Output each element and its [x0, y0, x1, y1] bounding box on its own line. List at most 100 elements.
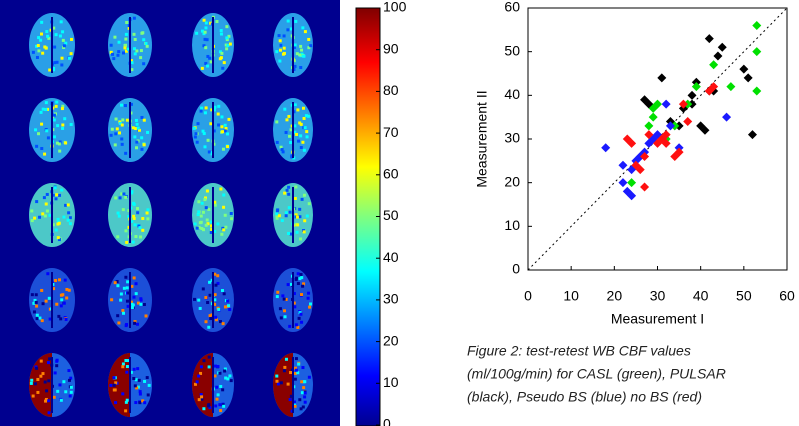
- brain-speckle: [297, 362, 301, 366]
- brain-speckle: [225, 36, 229, 40]
- brain-speckle: [58, 193, 62, 197]
- brain-speckle: [52, 395, 56, 399]
- brain-speckle: [56, 222, 60, 226]
- brain-speckle: [116, 211, 120, 215]
- brain-speckle: [206, 54, 210, 58]
- brain-speckle: [292, 301, 296, 305]
- brain-speckle: [202, 132, 206, 136]
- brain-speckle: [204, 46, 208, 50]
- brain-speckle: [43, 214, 47, 218]
- brain-speckle: [132, 376, 136, 380]
- brain-speckle: [56, 389, 60, 393]
- brain-speckle: [227, 34, 231, 38]
- brain-speckle: [208, 406, 212, 410]
- brain-speckle: [223, 369, 227, 373]
- brain-speckle: [132, 367, 136, 371]
- brain-speckle: [300, 293, 304, 297]
- brain-speckle: [202, 18, 206, 22]
- brain-speckle: [41, 372, 45, 376]
- brain-speckle: [207, 355, 211, 359]
- brain-speckle: [203, 145, 207, 149]
- brain-half: [192, 353, 213, 417]
- brain-speckle: [113, 143, 117, 147]
- brain-speckle: [119, 298, 123, 302]
- brain-speckle: [295, 52, 299, 56]
- brain-speckle: [124, 37, 128, 41]
- brain-speckle: [287, 185, 291, 189]
- brain-speckle: [215, 20, 219, 24]
- brain-speckle: [109, 383, 113, 387]
- brain-speckle: [298, 207, 302, 211]
- brain-speckle: [299, 312, 303, 316]
- brain-speckle: [294, 213, 298, 217]
- brain-speckle: [282, 34, 286, 38]
- brain-speckle: [53, 61, 57, 65]
- colorbar-tick-label: 0: [383, 416, 391, 426]
- brain-speckle: [117, 214, 121, 218]
- brain-speckle: [141, 228, 145, 232]
- brain-speckle: [117, 321, 121, 325]
- brain-speckle: [299, 134, 303, 138]
- y-tick-label: 40: [504, 86, 520, 102]
- brain-speckle: [203, 198, 207, 202]
- brain-speckle: [195, 380, 199, 384]
- brain-speckle: [62, 45, 66, 49]
- brain-speckle: [205, 38, 209, 42]
- brain-speckle: [140, 147, 144, 151]
- brain-speckle: [199, 371, 203, 375]
- brain-speckle: [39, 110, 43, 114]
- brain-speckle: [306, 296, 310, 300]
- brain-speckle: [226, 132, 230, 136]
- caption-line: Figure 2: test-retest WB CBF values: [467, 343, 691, 359]
- brain-speckle: [204, 26, 208, 30]
- brain-speckle: [144, 42, 148, 46]
- brain-speckle: [146, 217, 150, 221]
- brain-speckle: [113, 281, 117, 285]
- data-point: [657, 73, 667, 83]
- brain-speckle: [277, 34, 281, 38]
- brain-speckle: [61, 104, 65, 108]
- brain-speckle: [299, 122, 303, 126]
- brain-speckle: [207, 150, 211, 154]
- brain-speckle: [217, 123, 221, 127]
- brain-speckle: [293, 130, 297, 134]
- brain-speckle: [225, 47, 229, 51]
- brain-speckle: [127, 291, 131, 295]
- brain-speckle: [219, 384, 223, 388]
- brain-speckle: [136, 385, 140, 389]
- brain-speckle: [307, 375, 311, 379]
- brain-speckle: [119, 103, 123, 107]
- brain-speckle: [227, 117, 231, 121]
- brain-speckle: [279, 381, 283, 385]
- brain-speckle: [275, 374, 279, 378]
- brain-speckle: [299, 237, 303, 241]
- brain-speckle: [306, 114, 310, 118]
- brain-speckle: [59, 20, 63, 24]
- brain-speckle: [129, 370, 133, 374]
- brain-speckle: [275, 120, 279, 124]
- brain-speckle: [118, 196, 122, 200]
- brain-speckle: [284, 214, 288, 218]
- brain-speckle: [36, 44, 40, 48]
- brain-speckle: [222, 292, 226, 296]
- brain-speckle: [223, 305, 227, 309]
- brain-speckle: [130, 219, 134, 223]
- brain-speckle: [193, 382, 197, 386]
- brain-speckle: [54, 228, 58, 232]
- brain-speckle: [226, 145, 230, 149]
- brain-speckle: [199, 393, 203, 397]
- brain-speckle: [125, 370, 129, 374]
- brain-speckle: [286, 283, 290, 287]
- brain-speckle: [294, 185, 298, 189]
- brain-speckle: [41, 107, 45, 111]
- brain-speckle: [297, 316, 301, 320]
- brain-speckle: [216, 112, 220, 116]
- data-point: [648, 112, 658, 122]
- brain-speckle: [301, 26, 305, 30]
- brain-speckle: [69, 376, 73, 380]
- brain-speckle: [288, 134, 292, 138]
- brain-speckle: [136, 207, 140, 211]
- brain-speckle: [125, 20, 129, 24]
- brain-speckle: [69, 123, 73, 127]
- brain-speckle: [52, 118, 56, 122]
